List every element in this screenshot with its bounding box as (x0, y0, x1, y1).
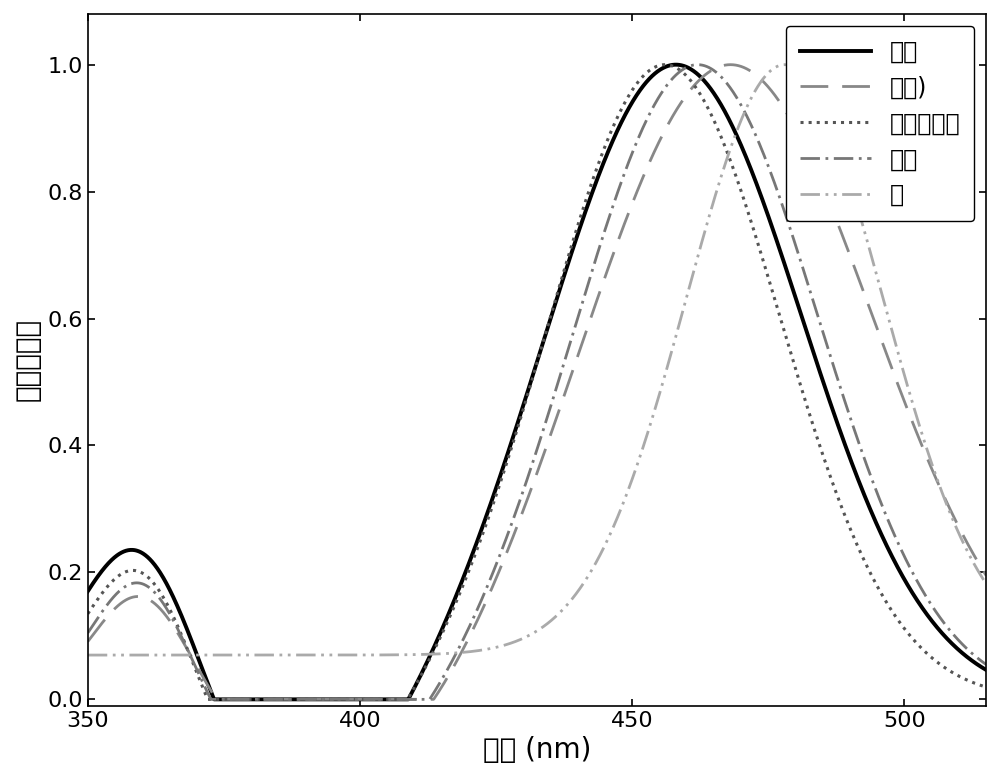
Legend: 乙腔, 氯仿), 二甲基亚睠, 乙醇, 水: 乙腔, 氯仿), 二甲基亚睠, 乙醇, 水 (786, 26, 974, 221)
水 (790, 64, 802, 73)
二甲基亚睠 (955, 672, 967, 682)
氯仿) (955, 527, 967, 536)
乙腔 (82, 587, 94, 596)
二甲基亚睠 (128, 566, 140, 575)
Line: 水: 水 (88, 65, 986, 655)
水 (954, 532, 966, 541)
氯仿) (82, 637, 94, 647)
二甲基亚睠 (519, 399, 531, 408)
乙醇 (495, 547, 507, 556)
Line: 二甲基亚睠: 二甲基亚睠 (88, 65, 986, 699)
乙腔 (790, 294, 802, 303)
二甲基亚睠 (790, 366, 802, 375)
二甲基亚睠 (202, 695, 214, 704)
乙腔 (955, 647, 967, 657)
乙腔 (208, 695, 220, 704)
乙醇 (82, 629, 94, 638)
二甲基亚睠 (954, 672, 966, 682)
氯仿) (724, 60, 736, 69)
二甲基亚睠 (980, 682, 992, 692)
乙腔 (519, 395, 531, 405)
氯仿) (495, 562, 507, 571)
二甲基亚睠 (82, 609, 94, 619)
水 (980, 579, 992, 588)
水 (519, 633, 531, 643)
氯仿) (211, 695, 223, 704)
乙腔 (980, 665, 992, 675)
乙醇 (128, 579, 140, 588)
乙醇 (954, 638, 966, 647)
乙醇 (980, 660, 992, 669)
乙腔 (128, 545, 140, 555)
X-axis label: 波长 (nm): 波长 (nm) (483, 736, 591, 764)
氯仿) (954, 526, 966, 535)
乙醇 (519, 481, 531, 490)
乙腔 (495, 468, 507, 478)
氯仿) (790, 124, 802, 134)
乙腔 (670, 60, 682, 69)
水 (128, 650, 140, 660)
Y-axis label: 归一化吸收: 归一化吸收 (14, 318, 42, 401)
Line: 氯仿): 氯仿) (88, 65, 986, 699)
氯仿) (980, 571, 992, 580)
乙腔 (954, 647, 966, 656)
水 (954, 531, 966, 541)
乙醇 (692, 60, 704, 69)
Line: 乙腔: 乙腔 (88, 65, 986, 699)
二甲基亚睠 (495, 475, 507, 485)
氯仿) (519, 501, 531, 510)
Line: 乙醇: 乙醇 (88, 65, 986, 699)
氯仿) (128, 592, 140, 601)
乙醇 (955, 638, 967, 647)
乙醇 (790, 242, 802, 251)
水 (779, 60, 791, 69)
乙醇 (205, 695, 217, 704)
水 (82, 650, 94, 660)
水 (495, 642, 507, 651)
二甲基亚睠 (659, 60, 671, 69)
